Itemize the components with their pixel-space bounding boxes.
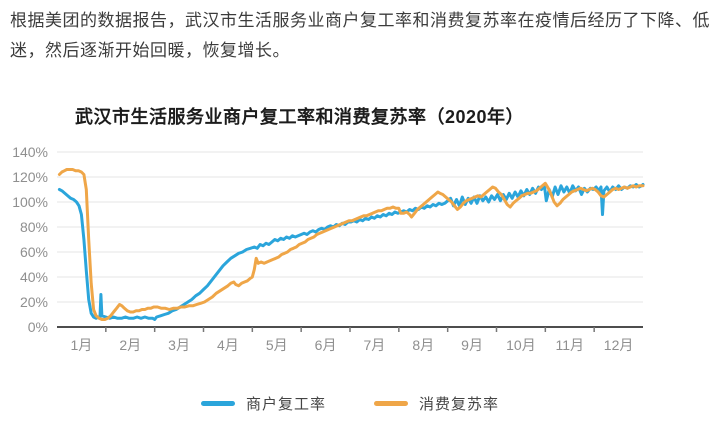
y-tick-label: 40% xyxy=(20,269,48,285)
chart-title: 武汉市生活服务业商户复工率和消费复苏率（2020年） xyxy=(75,107,525,127)
series-line-consumption-rate xyxy=(57,168,645,321)
legend-item-consumption-rate: 消费复苏率 xyxy=(374,393,499,414)
legend-label-merchant-rate: 商户复工率 xyxy=(245,396,326,413)
x-tick-label: 12月 xyxy=(604,337,634,353)
x-tick-label: 8月 xyxy=(412,337,434,353)
legend-item-merchant-rate: 商户复工率 xyxy=(200,393,326,414)
x-tick-label: 11月 xyxy=(555,337,584,353)
y-tick-label: 80% xyxy=(20,219,48,235)
legend-swatch-merchant-rate xyxy=(200,401,235,406)
y-tick-label: 100% xyxy=(12,194,48,210)
x-tick-label: 9月 xyxy=(461,337,483,353)
x-tick-label: 2月 xyxy=(119,337,141,353)
legend-label-consumption-rate: 消费复苏率 xyxy=(419,396,500,413)
y-tick-label: 120% xyxy=(12,169,48,185)
x-tick-label: 5月 xyxy=(266,337,288,353)
y-tick-label: 0% xyxy=(28,319,48,335)
x-tick-label: 1月 xyxy=(71,337,93,353)
x-tick-label: 6月 xyxy=(315,337,337,353)
y-tick-label: 20% xyxy=(20,294,48,310)
y-tick-label: 60% xyxy=(20,244,48,260)
x-tick-label: 10月 xyxy=(506,337,536,353)
legend-swatch-consumption-rate xyxy=(374,401,408,406)
x-tick-label: 7月 xyxy=(364,337,386,353)
y-tick-label: 140% xyxy=(12,144,48,160)
intro-paragraph: 根据美团的数据报告，武汉市生活服务业商户复工率和消费复苏率在疫情后经历了下降、低… xyxy=(10,11,710,60)
series-line-merchant-rate xyxy=(57,183,645,321)
x-tick-label: 3月 xyxy=(168,337,190,353)
chart-legend: 商户复工率 消费复苏率 xyxy=(0,393,700,414)
x-tick-label: 4月 xyxy=(217,337,239,353)
